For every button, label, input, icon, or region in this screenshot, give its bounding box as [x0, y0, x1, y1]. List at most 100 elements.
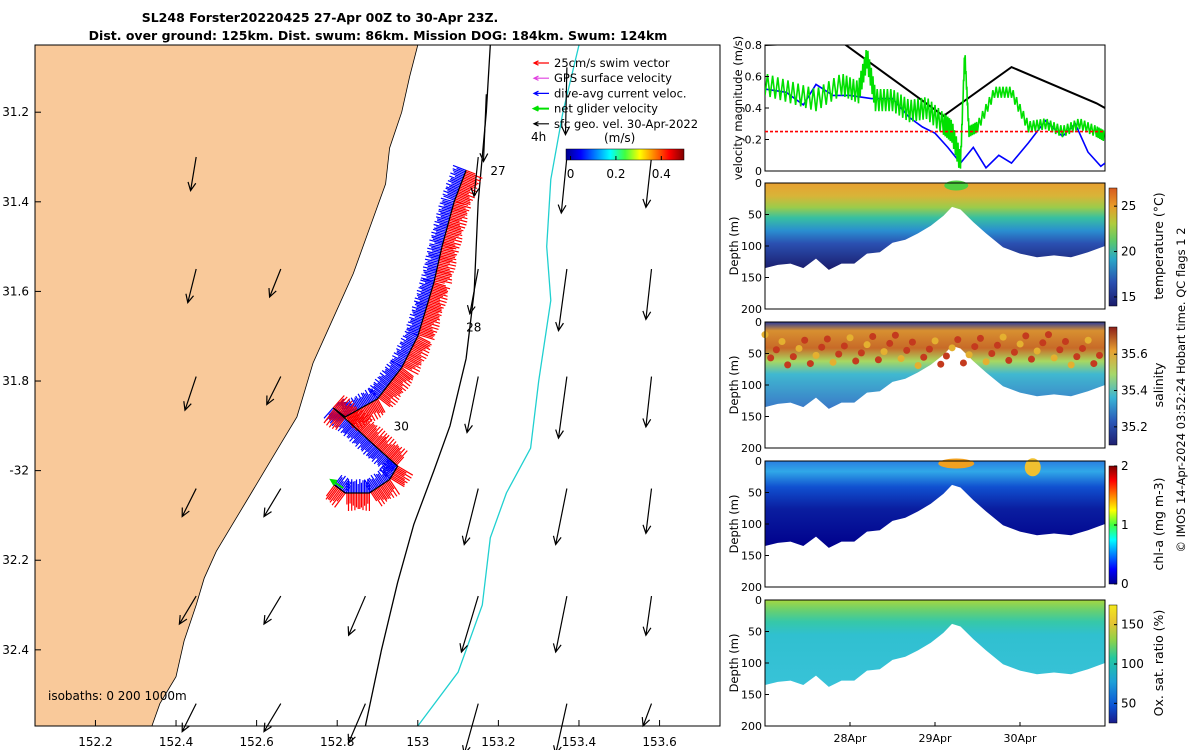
section-y-tick-label: 0	[755, 316, 762, 329]
salinity-sample	[806, 360, 814, 368]
salinity-sample	[772, 346, 780, 354]
speed-colorbar-tick-label: 0.4	[652, 167, 671, 181]
legend-entry: dive-avg current veloc.	[554, 86, 687, 100]
section-y-tick-label: 0	[755, 594, 762, 607]
geo-vector-arrow	[561, 67, 571, 136]
salinity-sample	[965, 351, 973, 359]
section-y-tick-label: 0	[755, 177, 762, 190]
map-y-tick-label: 31.8	[2, 374, 29, 388]
geo-vector-arrow	[183, 376, 197, 412]
section-y-tick-label: 200	[741, 303, 762, 316]
legend-swatch	[532, 60, 549, 66]
salinity-sample	[1073, 353, 1081, 361]
salinity-sample	[1022, 332, 1030, 340]
section-y-tick-label: 100	[741, 518, 762, 531]
isobath-label: isobaths: 0 200 1000m	[48, 689, 187, 703]
geo-vector-arrow	[266, 376, 282, 406]
velocity-series-0	[765, 45, 1105, 118]
salinity-sample	[942, 352, 950, 360]
geo-vector-arrow	[642, 156, 653, 209]
geo-vector-arrow	[464, 376, 479, 434]
isobath-200m	[364, 44, 491, 727]
chla-panel: 0 50 100 150 200 Depth (m) 0 1 2 chl-a (mg m-3)	[727, 455, 1166, 594]
salinity-panel: 0 50 100 150 200 Depth (m) 35.2 35.4 35.6salinit…	[727, 316, 1166, 455]
velocity-y-tick-label: 0.8	[745, 39, 763, 52]
salinity-sample	[812, 351, 820, 359]
salinity-sample	[1078, 344, 1086, 352]
section-y-tick-label: 200	[741, 720, 762, 733]
map-x-ticks: 152.2 152.4 152.6 152.8 153 153.2 153.4 153.6	[78, 720, 677, 749]
salinity-sample	[880, 348, 888, 356]
legend-swatch	[531, 105, 549, 112]
velocity-y-tick-label: 0.6	[745, 71, 763, 84]
oxygen-panel: 0 50 100 150 200 Depth (m) 50 100 150 Ox. sat. ra…	[727, 594, 1166, 745]
salinity-sample	[1033, 347, 1041, 355]
colorbar-tick-label: 15	[1121, 290, 1136, 304]
speed-colorbar-tick-label: 0.2	[606, 167, 625, 181]
temperature-feature	[944, 180, 969, 191]
map-x-tick-label: 152.8	[320, 735, 354, 749]
section-y-tick-label: 150	[741, 689, 762, 702]
map-y-tick-label: -32	[9, 464, 29, 478]
speed-colorbar: 4h (m/s) 0 0.2 0.4	[531, 130, 685, 181]
colorbar-tick-label: 35.2	[1121, 420, 1148, 434]
salinity-sample	[908, 338, 916, 346]
colorbar-tick-label: 35.4	[1121, 384, 1148, 398]
salinity-sample	[920, 353, 928, 361]
salinity-sample	[1067, 361, 1075, 369]
section-x-tick-label: 29Apr	[918, 732, 952, 745]
section-y-tick-label: 200	[741, 581, 762, 594]
salinity-sample	[1096, 351, 1104, 359]
salinity-sample	[993, 341, 1001, 349]
salinity-sample	[1044, 331, 1052, 339]
salinity-sample	[823, 335, 831, 343]
salinity-sample	[914, 361, 922, 369]
salinity-sample	[886, 339, 894, 347]
salinity-sample	[1090, 360, 1098, 368]
geo-vector-arrow	[187, 156, 197, 192]
geo-vector-arrow	[347, 703, 366, 745]
map-y-tick-label: 31.2	[2, 105, 29, 119]
speed-colorbar-label: (m/s)	[604, 131, 635, 145]
map-frame	[34, 44, 721, 727]
temperature-panel: 0 50 100 150 200 Depth (m) 15 20 25 temperature (…	[727, 177, 1166, 316]
velocity-series	[765, 45, 1105, 170]
section-y-tick-label: 100	[741, 657, 762, 670]
salinity-sample	[857, 349, 865, 357]
speed-colorbar-tick-label: 0	[567, 167, 575, 181]
geo-vector-arrow	[459, 595, 479, 654]
salinity-sample	[1027, 355, 1035, 363]
salinity-sample	[897, 355, 905, 363]
legend-entry: net glider velocity	[554, 102, 658, 116]
footer-text: © IMOS 14-Apr-2024 03:52:24 Hobart time.…	[1174, 227, 1188, 552]
section-y-tick-label: 50	[748, 209, 762, 222]
salinity-sample	[778, 338, 786, 346]
geo-vector-arrow	[552, 488, 568, 546]
geo-vector-arrow	[268, 268, 282, 299]
section-y-label: Depth (m)	[727, 356, 741, 415]
section-y-tick-label: 100	[741, 379, 762, 392]
geo-vector-arrow	[461, 488, 479, 546]
chla-maximum	[938, 458, 975, 469]
geo-vector-arrow	[263, 595, 282, 626]
colorbar-tick-label: 150	[1121, 618, 1144, 632]
salinity-sample	[1056, 346, 1064, 354]
glider-track-vectors	[323, 164, 483, 511]
salinity-sample	[971, 343, 979, 351]
map-x-tick-label: 153.4	[562, 735, 596, 749]
speed-colorbar-note: 4h	[531, 130, 546, 144]
salinity-sample	[988, 350, 996, 357]
legend-swatch	[532, 121, 549, 127]
section-y-tick-label: 50	[748, 626, 762, 639]
colorbar-label: chl-a (mg m-3)	[1151, 478, 1166, 571]
section-y-label: Depth (m)	[727, 634, 741, 693]
title-line-1: SL248 Forster20220425 27-Apr 00Z to 30-A…	[142, 10, 499, 25]
geo-vector-arrow	[479, 94, 489, 163]
swim-vectors	[323, 169, 483, 511]
geo-vector-arrow	[557, 156, 568, 215]
geo-vector-arrow	[642, 595, 653, 637]
day-label: 27	[490, 164, 505, 178]
geo-vector-arrow	[642, 488, 653, 535]
